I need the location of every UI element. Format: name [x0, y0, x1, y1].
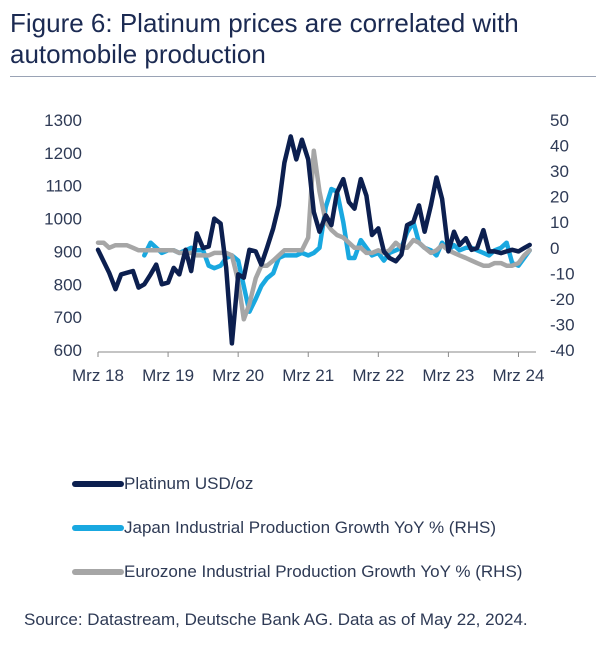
y-left-tick-label: 800	[54, 275, 82, 294]
y-right-tick-label: -30	[550, 315, 575, 334]
x-tick-label: Mrz 19	[142, 366, 194, 385]
title-divider	[10, 76, 596, 77]
series-line-eurozone	[95, 148, 532, 322]
y-right-tick-label: 20	[550, 188, 569, 207]
y-right-tick-label: 50	[550, 111, 569, 130]
series-line-platinum	[95, 134, 532, 346]
legend-label-eurozone: Eurozone Industrial Production Growth Yo…	[124, 562, 523, 581]
y-right-tick-label: -20	[550, 290, 575, 309]
chart-title: Figure 6: Platinum prices are correlated…	[10, 8, 519, 69]
y-left-tick-label: 700	[54, 308, 82, 327]
x-tick-label: Mrz 22	[352, 366, 404, 385]
y-left-tick-label: 1200	[44, 144, 82, 163]
x-tick-label: Mrz 24	[492, 366, 544, 385]
legend-item-japan: Japan Industrial Production Growth YoY %…	[72, 506, 592, 550]
y-right-tick-label: -10	[550, 264, 575, 283]
y-left-tick-label: 1000	[44, 210, 82, 229]
legend-item-platinum: Platinum USD/oz	[72, 462, 592, 506]
legend-swatch-platinum	[72, 481, 124, 487]
y-left-tick-label: 1100	[45, 177, 82, 196]
y-right-tick-label: 0	[550, 239, 559, 258]
source-note: Source: Datastream, Deutsche Bank AG. Da…	[24, 610, 528, 629]
x-tick-label: Mrz 21	[282, 366, 334, 385]
y-right-tick-label: -40	[550, 341, 575, 360]
y-right-tick-label: 10	[550, 213, 569, 232]
y-left-tick-label: 600	[54, 341, 82, 360]
y-right-tick-label: 40	[550, 137, 569, 156]
legend-label-japan: Japan Industrial Production Growth YoY %…	[124, 518, 496, 537]
y-right-tick-label: 30	[550, 162, 569, 181]
x-tick-label: Mrz 23	[422, 366, 474, 385]
line-chart: 1300 1200 1100 1000 900 800 700 600 50 40 30 20 10 0 -…	[44, 111, 575, 385]
legend-label-platinum: Platinum USD/oz	[124, 474, 254, 493]
legend: Platinum USD/oz Japan Industrial Product…	[72, 462, 592, 594]
legend-swatch-eurozone	[72, 569, 124, 575]
legend-swatch-japan	[72, 525, 124, 531]
y-left-tick-label: 900	[54, 242, 82, 261]
legend-item-eurozone: Eurozone Industrial Production Growth Yo…	[72, 550, 592, 594]
x-tick-label: Mrz 20	[212, 366, 264, 385]
y-left-tick-label: 1300	[44, 111, 82, 130]
x-tick-label: Mrz 18	[72, 366, 124, 385]
